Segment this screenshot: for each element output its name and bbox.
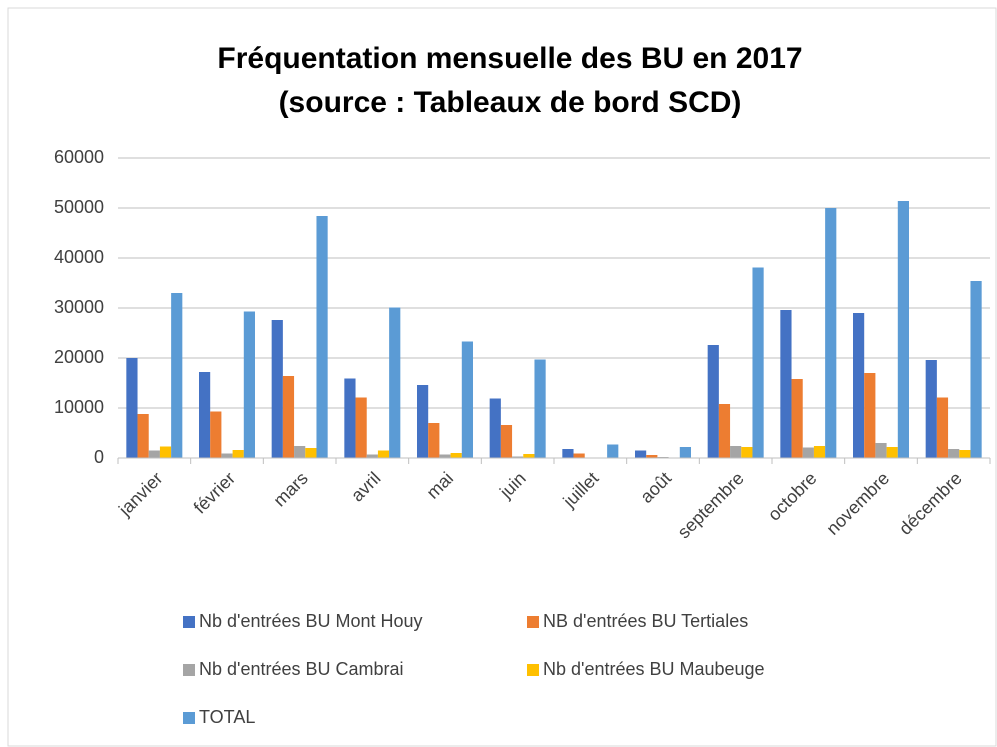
bar: [500, 425, 513, 458]
bar: [959, 450, 971, 458]
y-tick-label: 0: [94, 447, 104, 467]
bar: [853, 313, 865, 458]
bar: [875, 443, 887, 458]
bar: [791, 379, 803, 458]
legend-swatch: [527, 664, 539, 676]
bar: [897, 201, 909, 458]
bar: [305, 448, 317, 458]
legend-label: NB d'entrées BU Tertiales: [543, 611, 748, 631]
bar: [389, 307, 401, 458]
bar: [948, 449, 960, 458]
y-tick-label: 20000: [54, 347, 104, 367]
bar: [635, 450, 647, 458]
bar: [450, 453, 462, 458]
bar: [199, 372, 211, 458]
bar: [936, 397, 949, 458]
y-tick-label: 60000: [54, 147, 104, 167]
bar: [925, 360, 937, 458]
bar: [741, 447, 753, 458]
bar: [221, 453, 233, 458]
bar: [428, 423, 440, 458]
bar: [417, 385, 429, 458]
bar: [813, 446, 826, 458]
y-tick-label: 10000: [54, 397, 104, 417]
bar: [489, 398, 501, 458]
legend-swatch: [183, 664, 195, 676]
bar: [171, 293, 183, 458]
bar: [366, 454, 378, 458]
legend-label: Nb d'entrées BU Cambrai: [199, 659, 404, 679]
bar: [344, 378, 356, 458]
bar: [126, 358, 138, 458]
y-tick-label: 30000: [54, 297, 104, 317]
bar: [294, 446, 306, 458]
bar: [316, 216, 328, 458]
bar: [439, 454, 451, 458]
chart-title: Fréquentation mensuelle des BU en 2017: [217, 42, 802, 75]
bar: [512, 456, 524, 458]
bar: [232, 450, 244, 458]
bar: [523, 454, 535, 458]
bar: [461, 341, 473, 458]
bar: [148, 450, 160, 458]
bar: [970, 281, 982, 458]
bar: [377, 450, 390, 458]
bar: [243, 311, 255, 458]
bar: [534, 359, 546, 458]
bar: [825, 208, 837, 458]
bar: [864, 373, 876, 458]
bar: [679, 447, 691, 458]
bar: [780, 310, 792, 458]
legend-swatch: [527, 616, 539, 628]
bar: [355, 397, 367, 458]
legend-swatch: [183, 712, 195, 724]
bar: [802, 447, 814, 458]
bar: [607, 444, 619, 458]
bar: [271, 320, 283, 458]
bar: [282, 376, 295, 458]
bar: [730, 446, 742, 458]
bar: [573, 453, 585, 458]
bar: [210, 411, 222, 458]
bar: [562, 449, 574, 458]
legend-label: TOTAL: [199, 707, 255, 727]
bar: [159, 446, 172, 458]
legend-label: Nb d'entrées BU Mont Houy: [199, 611, 423, 631]
bar: [137, 414, 149, 458]
legend-label: Nb d'entrées BU Maubeuge: [543, 659, 765, 679]
bar: [752, 267, 764, 458]
y-tick-label: 50000: [54, 197, 104, 217]
bar: [646, 455, 658, 458]
bar: [707, 345, 719, 458]
legend-swatch: [183, 616, 195, 628]
chart-title: (source : Tableaux de bord SCD): [279, 86, 742, 119]
y-tick-label: 40000: [54, 247, 104, 267]
bar: [886, 447, 898, 458]
bar: [718, 404, 731, 458]
